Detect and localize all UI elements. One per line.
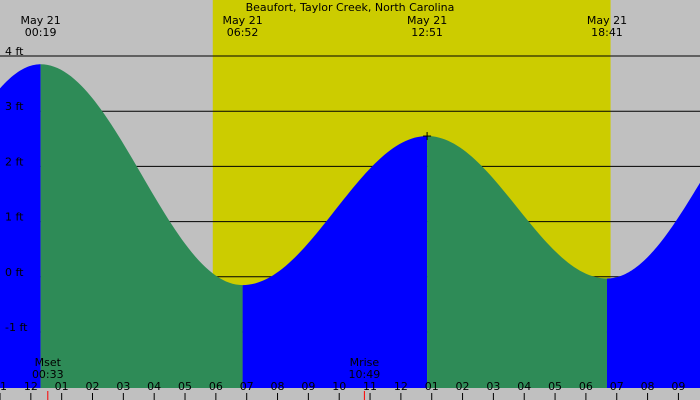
x-tick-label: 08 [271, 380, 285, 393]
x-tick-label: 02 [456, 380, 470, 393]
rising-tide-area [242, 136, 428, 388]
x-tick-label: 09 [301, 380, 315, 393]
y-tick-label: 4 ft [5, 45, 24, 58]
y-axis-labels: 4 ft 3 ft 2 ft 1 ft 0 ft -1 ft [5, 45, 28, 334]
moon-event-time: 10:49 [349, 368, 381, 381]
x-tick-label: 07 [240, 380, 254, 393]
x-tick-label: 04 [147, 380, 161, 393]
falling-tide-area [40, 64, 243, 388]
x-tick-label: 12 [394, 380, 408, 393]
rising-tide-area [0, 64, 41, 388]
extreme-date-label: May 21 [222, 14, 262, 27]
moon-event-label: Mrise [350, 356, 380, 369]
falling-tide-area [427, 136, 607, 388]
extreme-time-label: 12:51 [411, 26, 443, 39]
y-tick-label: 3 ft [5, 100, 24, 113]
extreme-date-label: May 21 [587, 14, 627, 27]
y-tick-label: -1 ft [5, 321, 28, 334]
extreme-date-label: May 21 [407, 14, 447, 27]
x-tick-label: 08 [641, 380, 655, 393]
x-tick-label: 12 [24, 380, 38, 393]
x-tick-label: 06 [579, 380, 593, 393]
extreme-date-label: May 21 [20, 14, 60, 27]
x-tick-label: 05 [548, 380, 562, 393]
x-tick-label: 04 [517, 380, 531, 393]
x-tick-label: 09 [671, 380, 685, 393]
extreme-time-label: 18:41 [591, 26, 623, 39]
moon-event-label: Mset [35, 356, 62, 369]
x-tick-label: 10 [332, 380, 346, 393]
x-tick-label: 05 [178, 380, 192, 393]
x-tick-label: 01 [425, 380, 439, 393]
x-tick-label: 02 [86, 380, 100, 393]
x-tick-label: 03 [116, 380, 130, 393]
x-axis-labels: 11 12 01 02 03 04 05 06 07 08 09 10 11 12 01 02 03 04 05 06… [0, 380, 685, 400]
x-tick-label: 03 [486, 380, 500, 393]
x-tick-label: 11 [363, 380, 377, 393]
x-tick-label: 06 [209, 380, 223, 393]
y-tick-label: 2 ft [5, 155, 24, 168]
chart-title: Beaufort, Taylor Creek, North Carolina [246, 1, 455, 14]
extreme-time-label: 06:52 [227, 26, 259, 39]
y-tick-label: 0 ft [5, 266, 24, 279]
rising-tide-area [606, 182, 700, 388]
x-tick-label: 01 [55, 380, 69, 393]
extreme-time-label: 00:19 [25, 26, 57, 39]
tide-areas [0, 64, 700, 388]
moon-event-time: 00:33 [32, 368, 64, 381]
x-tick-label: 11 [0, 380, 7, 393]
y-tick-label: 1 ft [5, 211, 24, 224]
x-tick-label: 07 [610, 380, 624, 393]
